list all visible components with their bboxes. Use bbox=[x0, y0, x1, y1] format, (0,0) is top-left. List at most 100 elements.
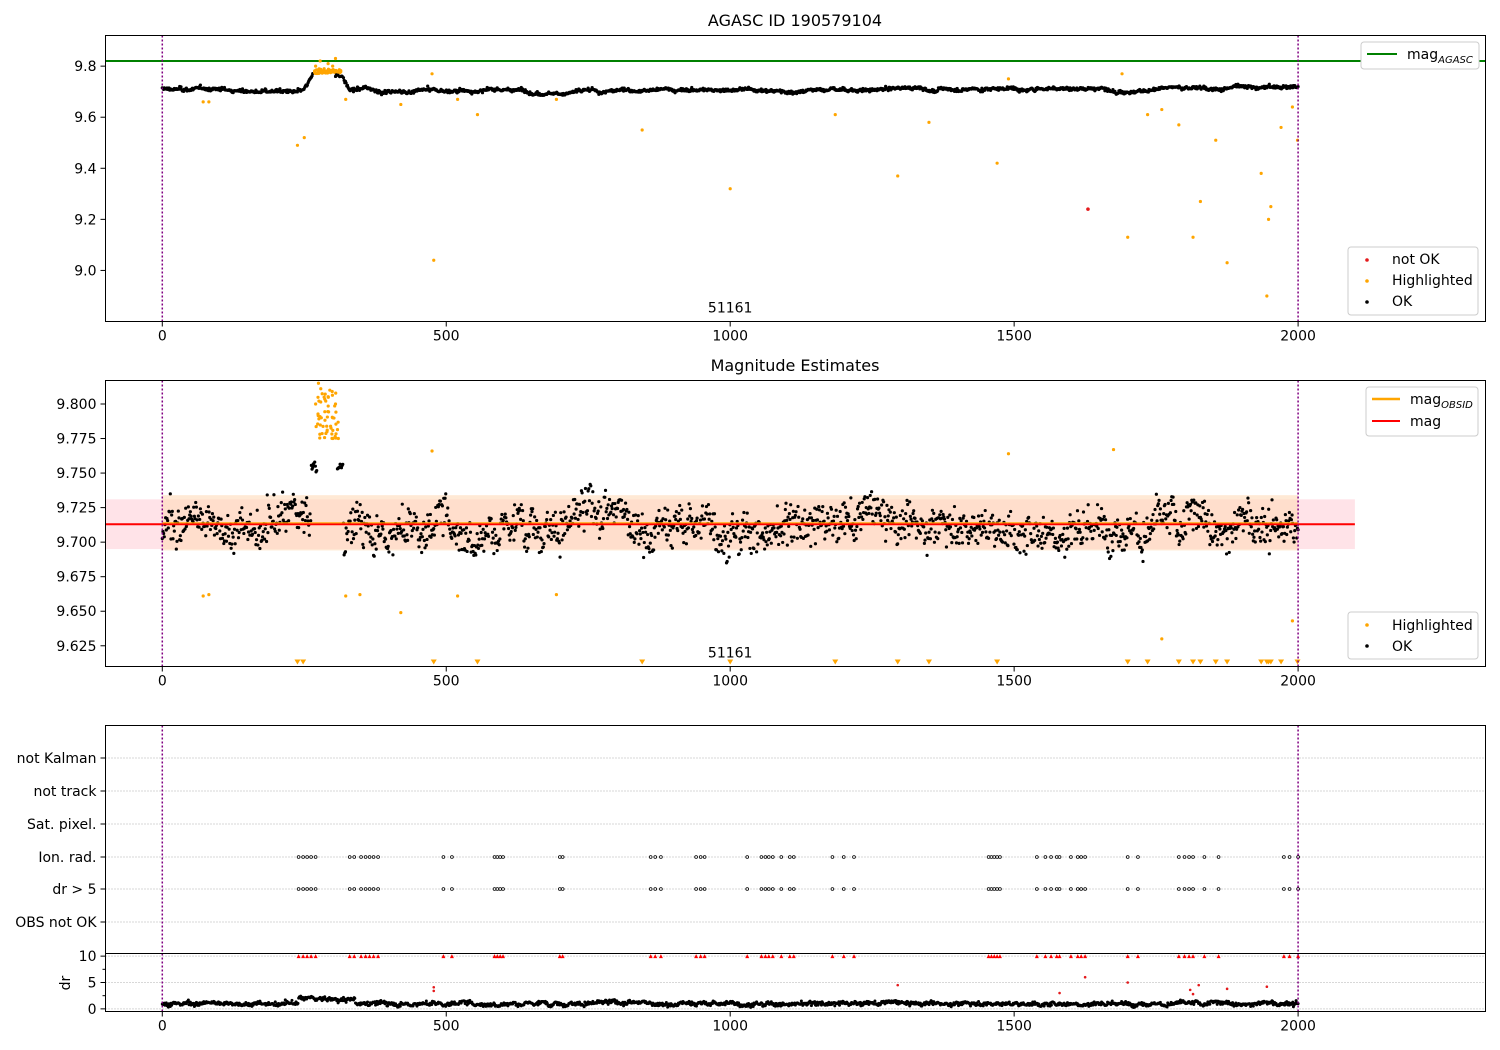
flag-marker bbox=[1177, 887, 1181, 891]
ok-point bbox=[720, 539, 725, 543]
ok-point bbox=[531, 507, 535, 511]
flag-marker bbox=[1187, 887, 1191, 891]
flag-marker bbox=[1035, 887, 1039, 891]
ok-point bbox=[1168, 531, 1172, 536]
dr-clipped-marker bbox=[1216, 954, 1221, 959]
ok-point bbox=[168, 492, 172, 496]
ok-point bbox=[420, 550, 424, 555]
ok-point bbox=[369, 535, 373, 539]
ok-point bbox=[1243, 515, 1247, 520]
ok-point bbox=[412, 526, 416, 530]
ok-point bbox=[1285, 532, 1289, 537]
ok-point bbox=[371, 537, 375, 541]
ok-point bbox=[1225, 537, 1229, 541]
ok-point bbox=[741, 529, 745, 533]
ok-point bbox=[1037, 529, 1041, 533]
ok-point bbox=[198, 83, 202, 87]
ok-point bbox=[900, 509, 904, 513]
ok-point bbox=[536, 530, 540, 534]
ok-point bbox=[364, 530, 368, 534]
highlighted-point bbox=[554, 97, 559, 101]
ok-point bbox=[293, 502, 297, 507]
ok-point bbox=[889, 526, 893, 531]
panel2-title: Magnitude Estimates bbox=[711, 356, 880, 375]
ok-point bbox=[748, 546, 752, 551]
ok-point bbox=[1178, 539, 1182, 543]
flag-marker bbox=[441, 855, 446, 859]
ok-point bbox=[302, 530, 306, 535]
ok-point bbox=[686, 517, 690, 521]
ok-point bbox=[948, 525, 953, 529]
not-ok-legend-marker bbox=[1365, 258, 1369, 262]
ok-point bbox=[1051, 532, 1055, 537]
ok-point bbox=[272, 493, 276, 497]
ok-point bbox=[224, 539, 229, 543]
flag-marker bbox=[1282, 887, 1286, 891]
ok-point bbox=[636, 514, 640, 518]
ok-point bbox=[625, 507, 629, 512]
ok-point bbox=[587, 499, 592, 503]
ok-point bbox=[548, 528, 552, 532]
ok-point bbox=[261, 530, 265, 534]
ok-point bbox=[1223, 524, 1227, 529]
dr-clipped-marker bbox=[995, 954, 1000, 959]
ok-point bbox=[1238, 506, 1242, 510]
ok-point bbox=[1269, 528, 1273, 533]
highlighted-legend-marker bbox=[1365, 279, 1369, 283]
ok-point bbox=[172, 529, 176, 533]
ok-point bbox=[456, 533, 461, 537]
ok-point bbox=[389, 528, 393, 533]
offscale-low-marker bbox=[1197, 659, 1204, 665]
ok-point bbox=[663, 506, 667, 510]
ok-point bbox=[1166, 501, 1171, 505]
ok-point bbox=[545, 518, 549, 522]
flag-marker bbox=[1057, 855, 1062, 859]
ok-point bbox=[884, 539, 888, 543]
dr-clipped-marker bbox=[449, 954, 454, 959]
highlighted-point bbox=[320, 431, 324, 436]
ok-point bbox=[307, 533, 311, 537]
ok-point bbox=[179, 85, 183, 89]
ok-point bbox=[1125, 536, 1129, 540]
ok-point bbox=[822, 519, 826, 523]
flag-marker bbox=[852, 855, 856, 859]
ok-point bbox=[1013, 527, 1017, 532]
ok-point bbox=[928, 537, 933, 541]
dr-point bbox=[366, 1000, 370, 1004]
dr-clipped-marker bbox=[702, 954, 707, 959]
ok-point bbox=[792, 535, 796, 539]
ok-point bbox=[1066, 537, 1070, 541]
highlighted-point bbox=[316, 381, 321, 385]
ok-point bbox=[219, 517, 223, 521]
ok-point bbox=[301, 518, 305, 522]
ok-point bbox=[863, 495, 867, 499]
highlighted-point bbox=[320, 392, 324, 396]
ok-point bbox=[882, 500, 886, 504]
ok-point bbox=[674, 517, 678, 522]
panel2-legend-upper: magOBSID mag bbox=[1365, 386, 1479, 437]
flag-marker bbox=[1057, 887, 1062, 891]
ok-point bbox=[424, 543, 428, 547]
legend-box bbox=[1360, 41, 1480, 70]
ok-point bbox=[1109, 554, 1113, 558]
ok-point bbox=[549, 518, 553, 522]
ok-point bbox=[625, 517, 630, 522]
ok-point bbox=[638, 529, 642, 533]
ok-point bbox=[607, 497, 612, 502]
ok-point bbox=[580, 491, 584, 495]
ok-point bbox=[582, 529, 586, 533]
flag-marker bbox=[763, 855, 768, 859]
ok-point bbox=[721, 530, 725, 534]
ok-point bbox=[1253, 540, 1257, 544]
ok-point bbox=[734, 526, 739, 530]
ok-point bbox=[1180, 524, 1184, 528]
highlighted-point bbox=[1225, 261, 1229, 265]
ok-point bbox=[197, 525, 201, 529]
ok-point bbox=[1292, 540, 1296, 544]
ok-point bbox=[405, 533, 409, 537]
panel2-x-tick-label: 2000 bbox=[1280, 674, 1316, 690]
ok-point bbox=[576, 517, 580, 522]
ok-point bbox=[668, 519, 672, 523]
ok-point bbox=[309, 519, 313, 523]
ok-point bbox=[605, 506, 609, 511]
